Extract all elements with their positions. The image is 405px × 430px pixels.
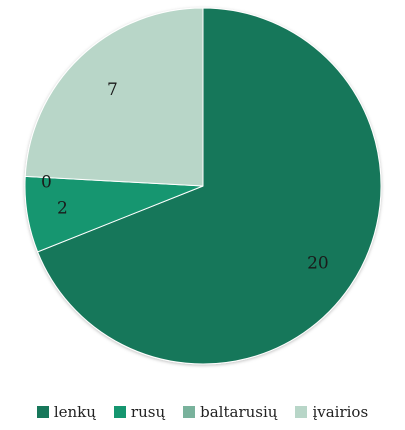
legend-swatch-ivairios bbox=[295, 406, 308, 418]
data-label-ivairios: 7 bbox=[107, 80, 118, 100]
legend-swatch-rusu bbox=[113, 406, 126, 418]
pie-slice-ivairios bbox=[24, 7, 204, 187]
data-label-rusu: 2 bbox=[57, 199, 68, 219]
legend-label-rusu: rusų bbox=[130, 403, 166, 421]
legend-item-ivairios: įvairios bbox=[295, 403, 368, 421]
legend-item-lenku: lenkų bbox=[36, 403, 96, 421]
legend-label-lenku: lenkų bbox=[53, 403, 96, 421]
legend-label-ivairios: įvairios bbox=[312, 403, 369, 421]
legend-label-baltarusiu: baltarusių bbox=[200, 403, 278, 421]
legend: lenkų rusų baltarusių įvairios bbox=[0, 400, 405, 424]
legend-swatch-baltarusiu bbox=[183, 406, 196, 418]
pie-slices bbox=[24, 7, 382, 365]
legend-swatch-lenku bbox=[36, 406, 49, 418]
data-label-baltarusiu: 0 bbox=[41, 173, 52, 193]
data-label-lenku: 20 bbox=[307, 253, 329, 273]
pie-data-labels: 20 20 7 bbox=[41, 80, 329, 274]
legend-item-baltarusiu: baltarusių bbox=[183, 403, 277, 421]
pie-slice-lenku bbox=[36, 7, 382, 365]
legend-item-rusu: rusų bbox=[113, 403, 166, 421]
